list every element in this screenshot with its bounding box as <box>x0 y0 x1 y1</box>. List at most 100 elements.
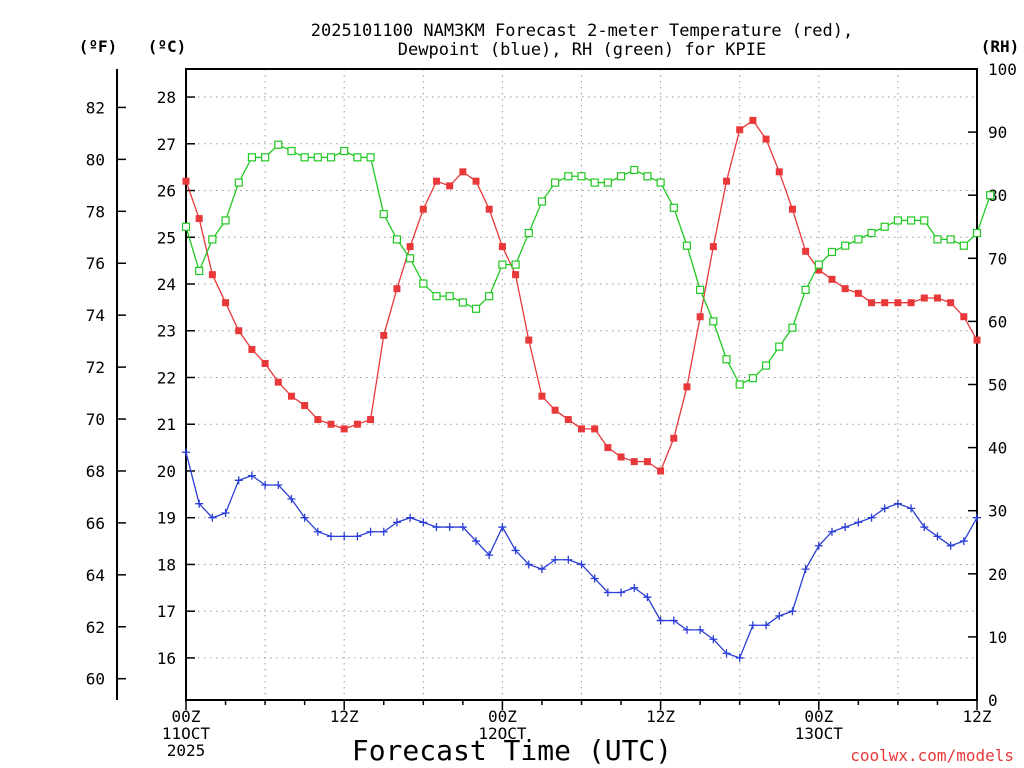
dewpoint-point <box>643 593 652 602</box>
rh-point <box>801 285 810 294</box>
rh-point <box>379 210 388 219</box>
dewpoint-point <box>722 649 731 658</box>
rh-tick-label: 10 <box>988 628 1007 647</box>
temperature-point <box>195 215 203 223</box>
rh-point <box>722 355 731 364</box>
rh-point <box>274 140 283 149</box>
temperature-series <box>182 116 981 475</box>
temperature-point <box>380 331 388 339</box>
temperature-point <box>775 168 783 176</box>
temperature-point <box>933 294 941 302</box>
celsius-tick-label: 19 <box>157 509 176 528</box>
rh-point <box>616 172 626 181</box>
rh-point <box>854 235 863 244</box>
dewpoint-point <box>669 616 678 625</box>
rh-tick-label: 80 <box>988 186 1007 205</box>
fahrenheit-tick-label: 80 <box>86 150 105 169</box>
rh-tick-label: 40 <box>988 439 1007 458</box>
x-tick-label: 12Z <box>330 707 359 726</box>
rh-point <box>788 323 797 332</box>
temperature-point <box>907 299 915 307</box>
rh-point <box>445 292 454 301</box>
temperature-point <box>894 299 902 307</box>
temperature-point <box>815 266 823 274</box>
rh-tick-label: 90 <box>988 123 1007 142</box>
temperature-point <box>736 126 744 134</box>
dewpoint-point <box>775 611 784 620</box>
temperature-point <box>683 383 691 391</box>
fahrenheit-tick-label: 76 <box>86 254 105 273</box>
temperature-point <box>749 116 757 124</box>
dewpoint-point <box>551 555 560 564</box>
rh-series <box>181 140 995 389</box>
rh-point <box>485 292 494 301</box>
x-tick-label: 12OCT <box>478 724 527 743</box>
rh-point <box>880 222 889 231</box>
rh-point <box>696 285 705 294</box>
temperature-point <box>947 299 955 307</box>
rh-point <box>300 153 309 162</box>
x-tick-label: 2025 <box>167 741 206 760</box>
celsius-tick-label: 28 <box>157 88 176 107</box>
dewpoint-point <box>195 499 204 508</box>
temperature-point <box>868 299 876 307</box>
temperature-point <box>327 420 335 428</box>
rh-point <box>564 172 573 181</box>
celsius-tick-label: 18 <box>157 555 176 574</box>
rh-point <box>458 298 467 307</box>
rh-point <box>537 197 547 206</box>
rh-point <box>208 235 217 244</box>
dewpoint-point <box>353 532 362 541</box>
celsius-unit-label: (ºC) <box>148 37 187 56</box>
rh-point <box>920 216 929 225</box>
temperature-point <box>353 420 361 428</box>
rh-point <box>603 178 612 187</box>
dewpoint-point <box>933 532 942 541</box>
rh-point <box>234 178 243 187</box>
dewpoint-point <box>313 527 322 536</box>
axis-ticks: 1617181920212223242526272800Z11OCT202512… <box>86 60 1017 760</box>
rh-point <box>748 374 757 383</box>
temperature-point <box>432 177 440 185</box>
temperature-point <box>657 467 665 475</box>
rh-point <box>959 241 968 250</box>
temperature-point <box>274 378 282 386</box>
temperature-point <box>248 345 256 353</box>
dewpoint-point <box>959 537 968 546</box>
x-tick-label: 00Z <box>172 707 201 726</box>
temperature-point <box>709 243 717 251</box>
rh-tick-label: 20 <box>988 565 1007 584</box>
dewpoint-point <box>432 523 441 532</box>
rh-point <box>366 153 375 162</box>
rh-point <box>761 361 771 370</box>
dewpoint-point <box>841 523 850 532</box>
dewpoint-point <box>630 583 639 592</box>
dewpoint-point <box>511 546 520 555</box>
chart-title-line-2: Dewpoint (blue), RH (green) for KPIE <box>398 40 766 60</box>
dewpoint-point <box>524 560 533 569</box>
dewpoint-point <box>261 480 270 489</box>
dewpoint-point <box>445 523 454 532</box>
rh-point <box>590 178 599 187</box>
x-tick-label: 12Z <box>646 707 675 726</box>
rh-point <box>181 222 191 231</box>
rh-point <box>524 228 533 238</box>
rh-point <box>195 266 204 276</box>
rh-tick-label: 30 <box>988 502 1007 521</box>
celsius-tick-label: 23 <box>157 322 176 341</box>
x-tick-label: 00Z <box>804 707 833 726</box>
fahrenheit-tick-label: 62 <box>86 618 105 637</box>
temperature-point <box>419 205 427 213</box>
dewpoint-point <box>300 513 309 522</box>
data-series <box>181 116 995 662</box>
rh-point <box>630 165 639 175</box>
rh-point <box>986 191 995 200</box>
dewpoint-point <box>801 565 810 574</box>
temperature-point <box>512 271 520 279</box>
rh-point <box>893 216 903 225</box>
rh-point <box>972 228 982 238</box>
dewpoint-point <box>735 653 744 662</box>
temperature-point <box>222 299 230 307</box>
x-tick-label: 00Z <box>488 707 517 726</box>
